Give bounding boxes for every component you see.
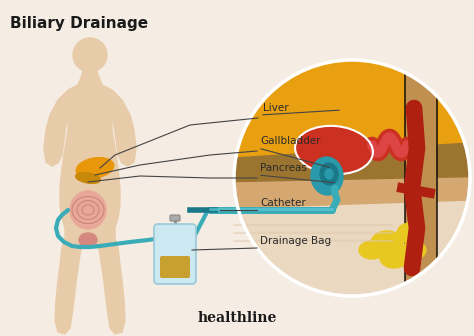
Ellipse shape xyxy=(359,241,385,259)
Ellipse shape xyxy=(320,163,338,185)
Ellipse shape xyxy=(295,126,373,174)
Text: Drainage Bag: Drainage Bag xyxy=(260,236,331,246)
Ellipse shape xyxy=(76,173,100,183)
Text: healthline: healthline xyxy=(197,311,277,325)
FancyBboxPatch shape xyxy=(170,215,180,221)
Ellipse shape xyxy=(371,231,403,255)
Ellipse shape xyxy=(402,241,426,259)
Ellipse shape xyxy=(76,158,114,178)
Text: Pancreas: Pancreas xyxy=(260,163,307,173)
FancyBboxPatch shape xyxy=(154,224,196,284)
Text: Catheter: Catheter xyxy=(260,198,306,208)
Ellipse shape xyxy=(79,233,97,247)
FancyBboxPatch shape xyxy=(160,256,190,278)
Polygon shape xyxy=(44,68,136,334)
Text: Biliary Drainage: Biliary Drainage xyxy=(10,16,148,31)
Text: Liver: Liver xyxy=(263,103,289,113)
Ellipse shape xyxy=(70,191,106,229)
Ellipse shape xyxy=(325,169,333,179)
Circle shape xyxy=(234,60,470,296)
FancyBboxPatch shape xyxy=(405,58,437,298)
Ellipse shape xyxy=(380,248,408,268)
Polygon shape xyxy=(234,143,470,188)
Polygon shape xyxy=(234,178,470,208)
Ellipse shape xyxy=(397,223,423,243)
Polygon shape xyxy=(234,183,470,296)
Text: Gallbladder: Gallbladder xyxy=(260,136,320,146)
Circle shape xyxy=(73,38,107,72)
Ellipse shape xyxy=(311,157,343,195)
